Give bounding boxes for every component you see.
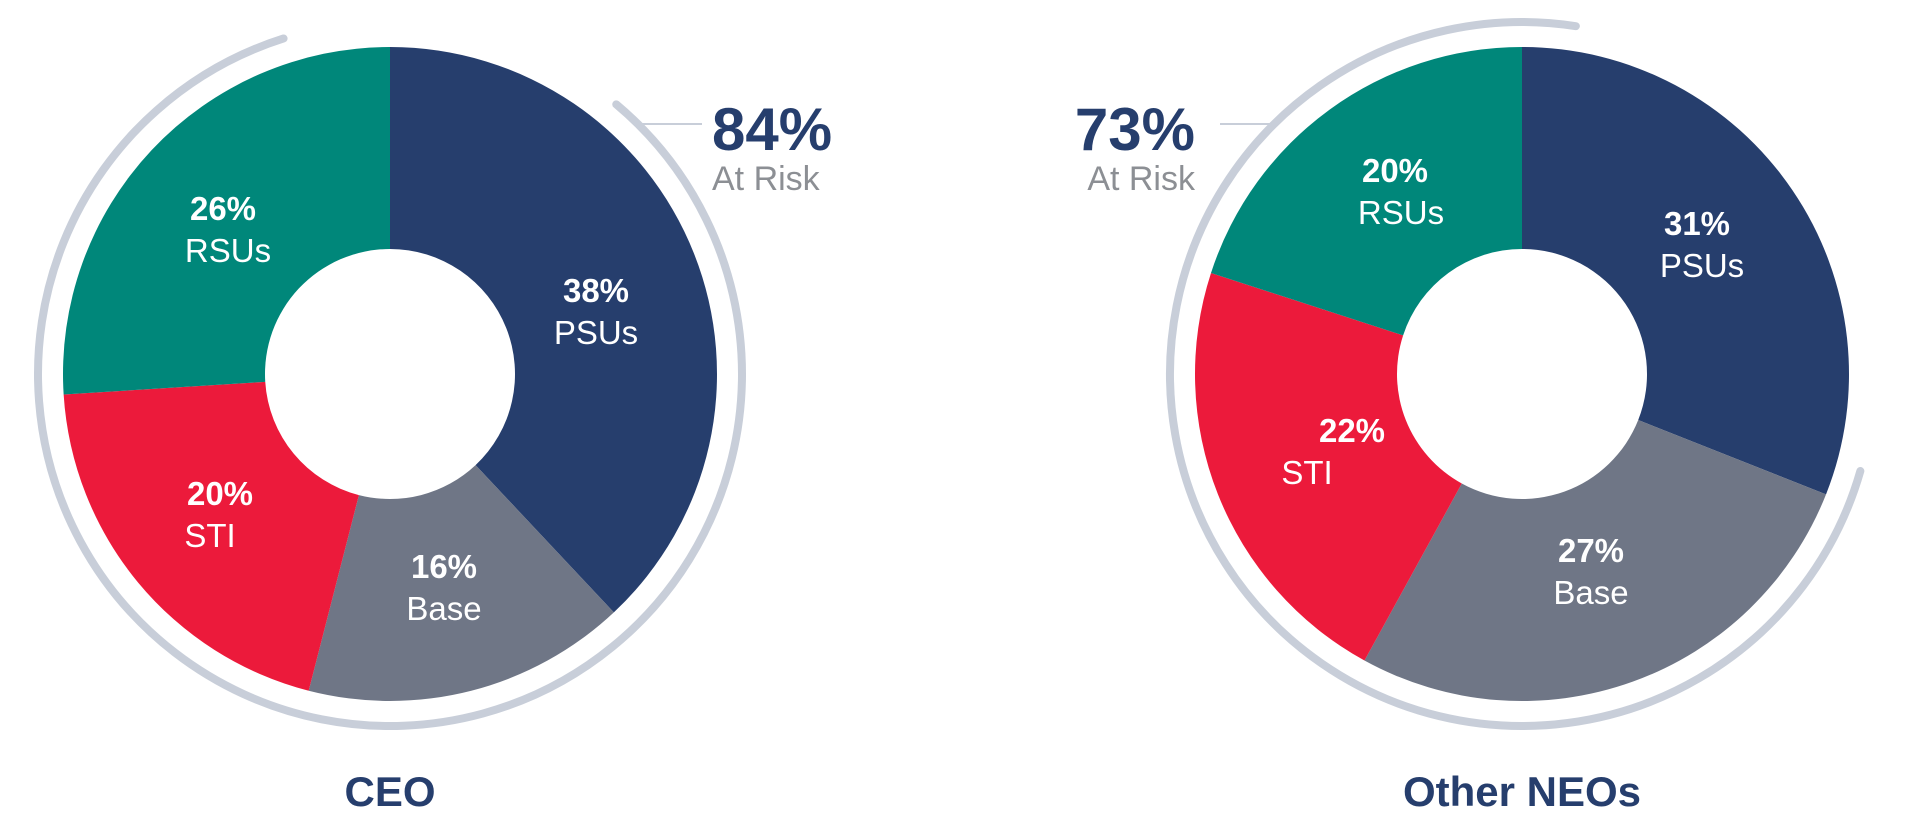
ceo-base-label: Base — [406, 590, 481, 627]
ceo-base-pct: 16% — [411, 548, 477, 585]
neo-at-risk-arc — [1165, 18, 1865, 730]
neo-slice-sti — [1194, 272, 1462, 661]
neo-rsus-label: RSUs — [1358, 194, 1444, 231]
neo-slice-rsus — [1211, 47, 1522, 336]
ceo-psus-label: PSUs — [554, 314, 638, 351]
ceo-at-risk-label: At Risk — [712, 160, 821, 198]
neo-chart-title: Other NEOs — [1403, 768, 1641, 815]
neo-psus-pct: 31% — [1664, 205, 1730, 242]
ceo-slice-psus — [390, 47, 718, 613]
ceo-at-risk-value: 84% — [712, 96, 832, 163]
ceo-slice-rsus — [62, 47, 390, 395]
chart-ceo: 38% PSUs 16% Base 20% STI 26% RSUs 84% A… — [34, 34, 832, 815]
neo-sti-label: STI — [1281, 454, 1332, 491]
ceo-at-risk-arc — [34, 34, 746, 730]
neo-slice-psus — [1522, 47, 1850, 495]
ceo-rsus-label: RSUs — [185, 232, 271, 269]
neo-base-pct: 27% — [1558, 532, 1624, 569]
chart-other-neos: 31% PSUs 27% Base 22% STI 20% RSUs 73% A… — [1075, 18, 1865, 815]
neo-psus-label: PSUs — [1660, 247, 1744, 284]
ceo-psus-pct: 38% — [563, 272, 629, 309]
neo-at-risk-label: At Risk — [1087, 160, 1196, 198]
neo-slice-base — [1364, 420, 1827, 702]
neo-base-label: Base — [1553, 574, 1628, 611]
ceo-slice-base — [308, 465, 614, 701]
ceo-slice-sti — [63, 381, 359, 691]
ceo-rsus-pct: 26% — [190, 190, 256, 227]
neo-sti-pct: 22% — [1319, 412, 1385, 449]
ceo-sti-label: STI — [184, 517, 235, 554]
neo-at-risk-value: 73% — [1075, 96, 1195, 163]
ceo-sti-pct: 20% — [187, 475, 253, 512]
ceo-chart-title: CEO — [344, 768, 435, 815]
neo-rsus-pct: 20% — [1362, 152, 1428, 189]
